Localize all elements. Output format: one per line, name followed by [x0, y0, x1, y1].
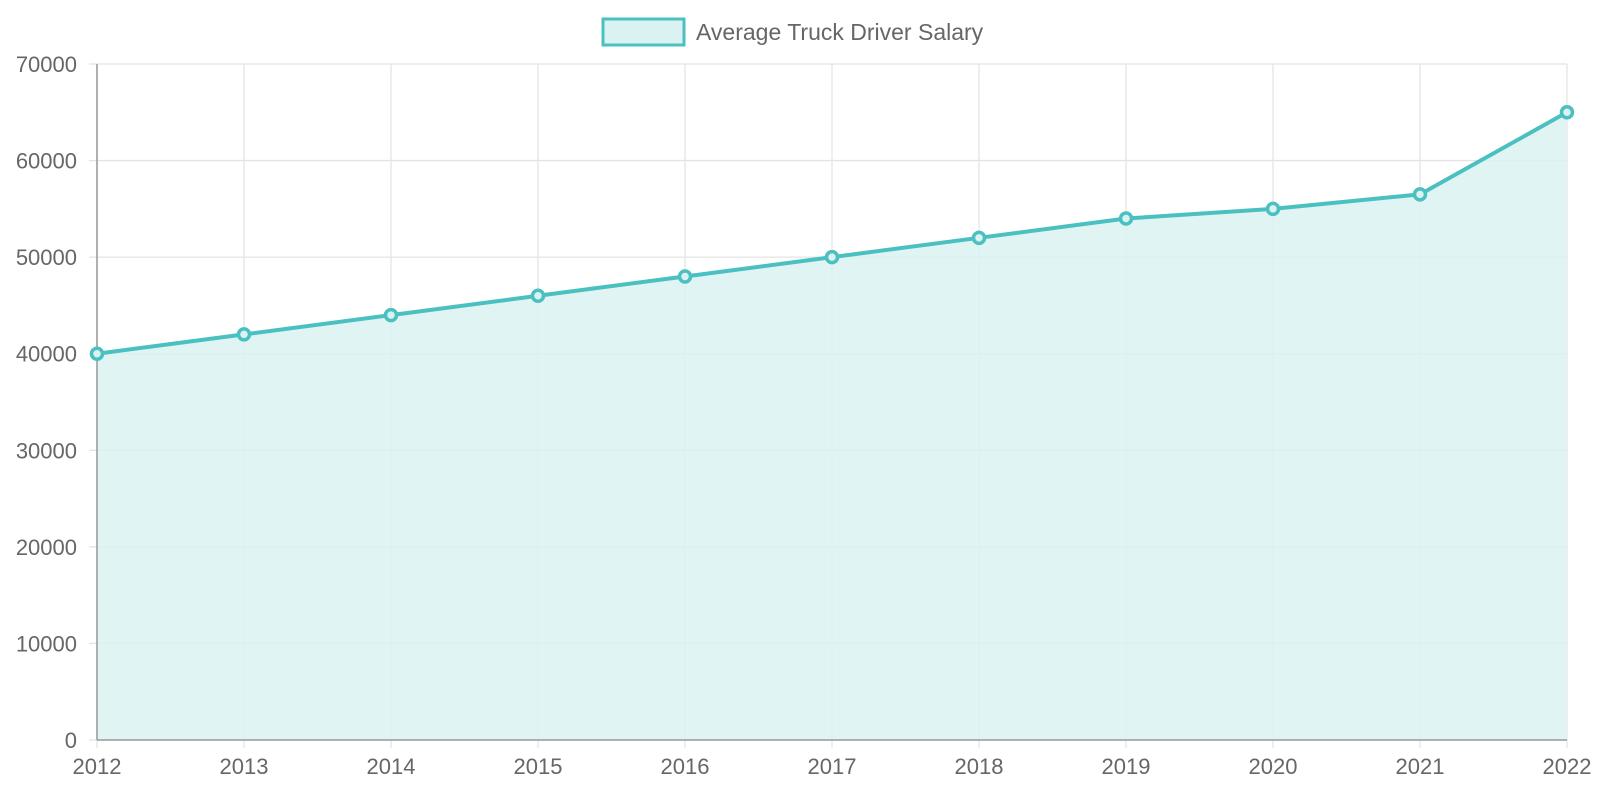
- tick-labels: 0 10000 20000 30000 40000 50000 60000 70000 2012…: [16, 52, 1592, 779]
- data-point: [1118, 211, 1134, 226]
- y-tick-label: 70000: [16, 52, 77, 77]
- data-point: [1412, 187, 1428, 202]
- x-tick-label: 2013: [220, 754, 269, 779]
- data-point: [971, 230, 987, 246]
- axes: [96, 64, 1567, 741]
- legend-label: Average Truck Driver Salary: [696, 19, 984, 45]
- y-tick-label: 50000: [16, 245, 77, 270]
- data-points: [89, 105, 1575, 361]
- series-area: [97, 112, 1567, 741]
- y-tick-label: 10000: [16, 631, 77, 656]
- x-tick-label: 2021: [1396, 754, 1445, 779]
- x-tick-label: 2017: [808, 754, 857, 779]
- data-point: [236, 327, 252, 342]
- data-point: [1265, 201, 1281, 217]
- data-point: [1559, 105, 1575, 120]
- x-tick-label: 2020: [1249, 754, 1298, 779]
- data-point: [530, 288, 546, 304]
- y-tick-label: 20000: [16, 535, 77, 560]
- x-tick-label: 2016: [661, 754, 710, 779]
- x-tick-label: 2012: [73, 754, 122, 779]
- x-tick-label: 2015: [514, 754, 563, 779]
- data-point: [824, 249, 840, 265]
- x-tick-label: 2022: [1543, 754, 1592, 779]
- data-point: [383, 307, 399, 323]
- data-point: [89, 346, 105, 361]
- data-point: [677, 269, 693, 284]
- legend[interactable]: Average Truck Driver Salary: [601, 17, 984, 47]
- y-tick-label: 40000: [16, 342, 77, 367]
- y-tick-label: 60000: [16, 149, 77, 174]
- y-tick-label: 30000: [16, 438, 77, 463]
- x-tick-label: 2014: [367, 754, 416, 779]
- x-tick-label: 2019: [1102, 754, 1151, 779]
- legend-swatch: [601, 17, 686, 47]
- y-tick-label: 0: [65, 728, 77, 753]
- x-tick-label: 2018: [955, 754, 1004, 779]
